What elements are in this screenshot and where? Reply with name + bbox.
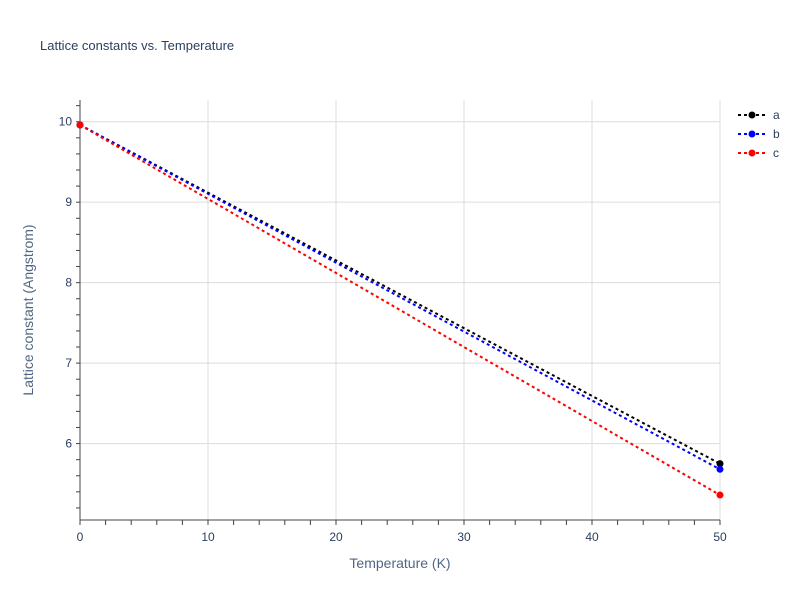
y-tick-label: 8 — [65, 276, 72, 290]
series-line[interactable] — [79, 124, 721, 471]
data-point[interactable] — [76, 121, 84, 129]
x-axis-title: Temperature (K) — [349, 555, 450, 571]
data-point[interactable] — [716, 460, 724, 468]
legend-label: b — [773, 127, 780, 141]
y-tick-label: 10 — [59, 115, 73, 129]
y-tick-label: 9 — [65, 195, 72, 209]
x-tick-label: 40 — [585, 530, 599, 544]
data-point[interactable] — [716, 491, 724, 499]
legend-label: c — [773, 146, 779, 160]
legend-label: a — [773, 108, 780, 122]
legend-marker — [748, 111, 756, 119]
legend-item-a[interactable]: a — [738, 108, 780, 122]
series-line[interactable] — [79, 124, 721, 496]
series-c[interactable] — [76, 121, 724, 499]
chart-title: Lattice constants vs. Temperature — [40, 38, 234, 53]
x-tick-label: 30 — [457, 530, 471, 544]
y-axis-title: Lattice constant (Angstrom) — [20, 224, 36, 395]
series-b[interactable] — [76, 121, 724, 473]
series-layer — [76, 121, 724, 499]
data-point[interactable] — [716, 465, 724, 473]
x-tick-label: 50 — [713, 530, 727, 544]
y-tick-label: 6 — [65, 437, 72, 451]
y-tick-label: 7 — [65, 356, 72, 370]
legend-marker — [748, 130, 756, 138]
x-tick-label: 10 — [201, 530, 215, 544]
axes: 0 10 20 30 40 50 6 7 8 9 10 — [59, 100, 727, 544]
x-tick-label: 0 — [77, 530, 84, 544]
legend-item-c[interactable]: c — [738, 146, 779, 160]
gridlines — [80, 100, 721, 520]
legend[interactable]: abc — [738, 108, 780, 160]
legend-item-b[interactable]: b — [738, 127, 780, 141]
legend-marker — [748, 149, 756, 157]
x-tick-label: 20 — [329, 530, 343, 544]
series-a[interactable] — [76, 121, 724, 468]
